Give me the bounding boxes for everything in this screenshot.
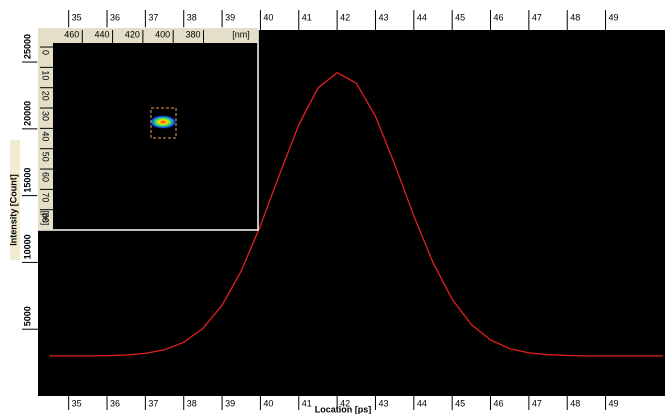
inset-frame	[38, 28, 258, 230]
x-tick-label-top: 42	[340, 12, 350, 22]
x-tick-label-bottom: 37	[148, 398, 158, 408]
x-tick-label-top: 35	[72, 12, 82, 22]
x-tick-label-bottom: 40	[263, 398, 273, 408]
inset-x-tick-label: 380	[185, 29, 200, 39]
x-tick-label-bottom: 43	[378, 398, 388, 408]
inset-y-tick-label: 10	[41, 70, 51, 80]
inset-y-tick-label: 40	[41, 131, 51, 141]
y-tick-label-right: 25000	[654, 34, 664, 59]
x-tick-label-bottom: 46	[494, 398, 504, 408]
x-tick-label-bottom: 48	[570, 398, 580, 408]
y-tick-label-left: 25000	[22, 34, 32, 59]
page: Intensity [Count] Location [ps] 35353636…	[0, 0, 665, 414]
x-tick-label-top: 49	[609, 12, 619, 22]
x-tick-label-bottom: 42	[340, 398, 350, 408]
y-tick-label-right: 20000	[654, 101, 664, 126]
x-tick-label-bottom: 35	[72, 398, 82, 408]
inset-y-tick-label: 20	[41, 91, 51, 101]
x-tick-label-bottom: 47	[532, 398, 542, 408]
inset-y-tick-label: 80	[41, 213, 51, 223]
x-tick-label-top: 43	[378, 12, 388, 22]
inset-x-unit: [nm]	[232, 29, 250, 39]
x-tick-label-top: 46	[494, 12, 504, 22]
x-tick-label-top: 45	[455, 12, 465, 22]
x-tick-label-top: 47	[532, 12, 542, 22]
inset-x-tick-label: 440	[95, 29, 110, 39]
x-tick-label-top: 38	[187, 12, 197, 22]
x-tick-label-top: 48	[570, 12, 580, 22]
y-tick-label-right: 15000	[654, 168, 664, 193]
inset-y-tick-label: 0	[41, 50, 51, 55]
x-tick-label-top: 41	[302, 12, 312, 22]
x-tick-label-bottom: 44	[417, 398, 427, 408]
x-tick-label-top: 36	[110, 12, 120, 22]
inset-x-tick-label: 420	[125, 29, 140, 39]
inset-x-tick-label: 460	[64, 29, 79, 39]
x-tick-label-top: 40	[263, 12, 273, 22]
chart: Intensity [Count] Location [ps] 35353636…	[0, 0, 665, 414]
x-tick-label-bottom: 45	[455, 398, 465, 408]
y-tick-label-right: 5000	[654, 306, 664, 326]
inset-x-tick-label: 400	[155, 29, 170, 39]
y-tick-label-right: 10000	[654, 234, 664, 259]
y-tick-label-left: 5000	[22, 306, 32, 326]
x-tick-label-top: 44	[417, 12, 427, 22]
x-tick-label-bottom: 41	[302, 398, 312, 408]
inset-y-tick-label: 70	[41, 192, 51, 202]
inset-spot	[149, 115, 177, 129]
x-tick-label-top: 39	[225, 12, 235, 22]
y-tick-label-left: 10000	[22, 234, 32, 259]
inset-y-tick-label: 60	[41, 172, 51, 182]
x-tick-label-bottom: 39	[225, 398, 235, 408]
inset-y-tick-label: 50	[41, 152, 51, 162]
x-tick-label-bottom: 38	[187, 398, 197, 408]
x-tick-label-bottom: 49	[609, 398, 619, 408]
y-tick-label-left: 15000	[22, 168, 32, 193]
y-axis-label: Intensity [Count]	[8, 174, 18, 246]
x-tick-label-bottom: 36	[110, 398, 120, 408]
y-tick-label-left: 20000	[22, 101, 32, 126]
inset-y-tick-label: 30	[41, 111, 51, 121]
x-tick-label-top: 37	[148, 12, 158, 22]
